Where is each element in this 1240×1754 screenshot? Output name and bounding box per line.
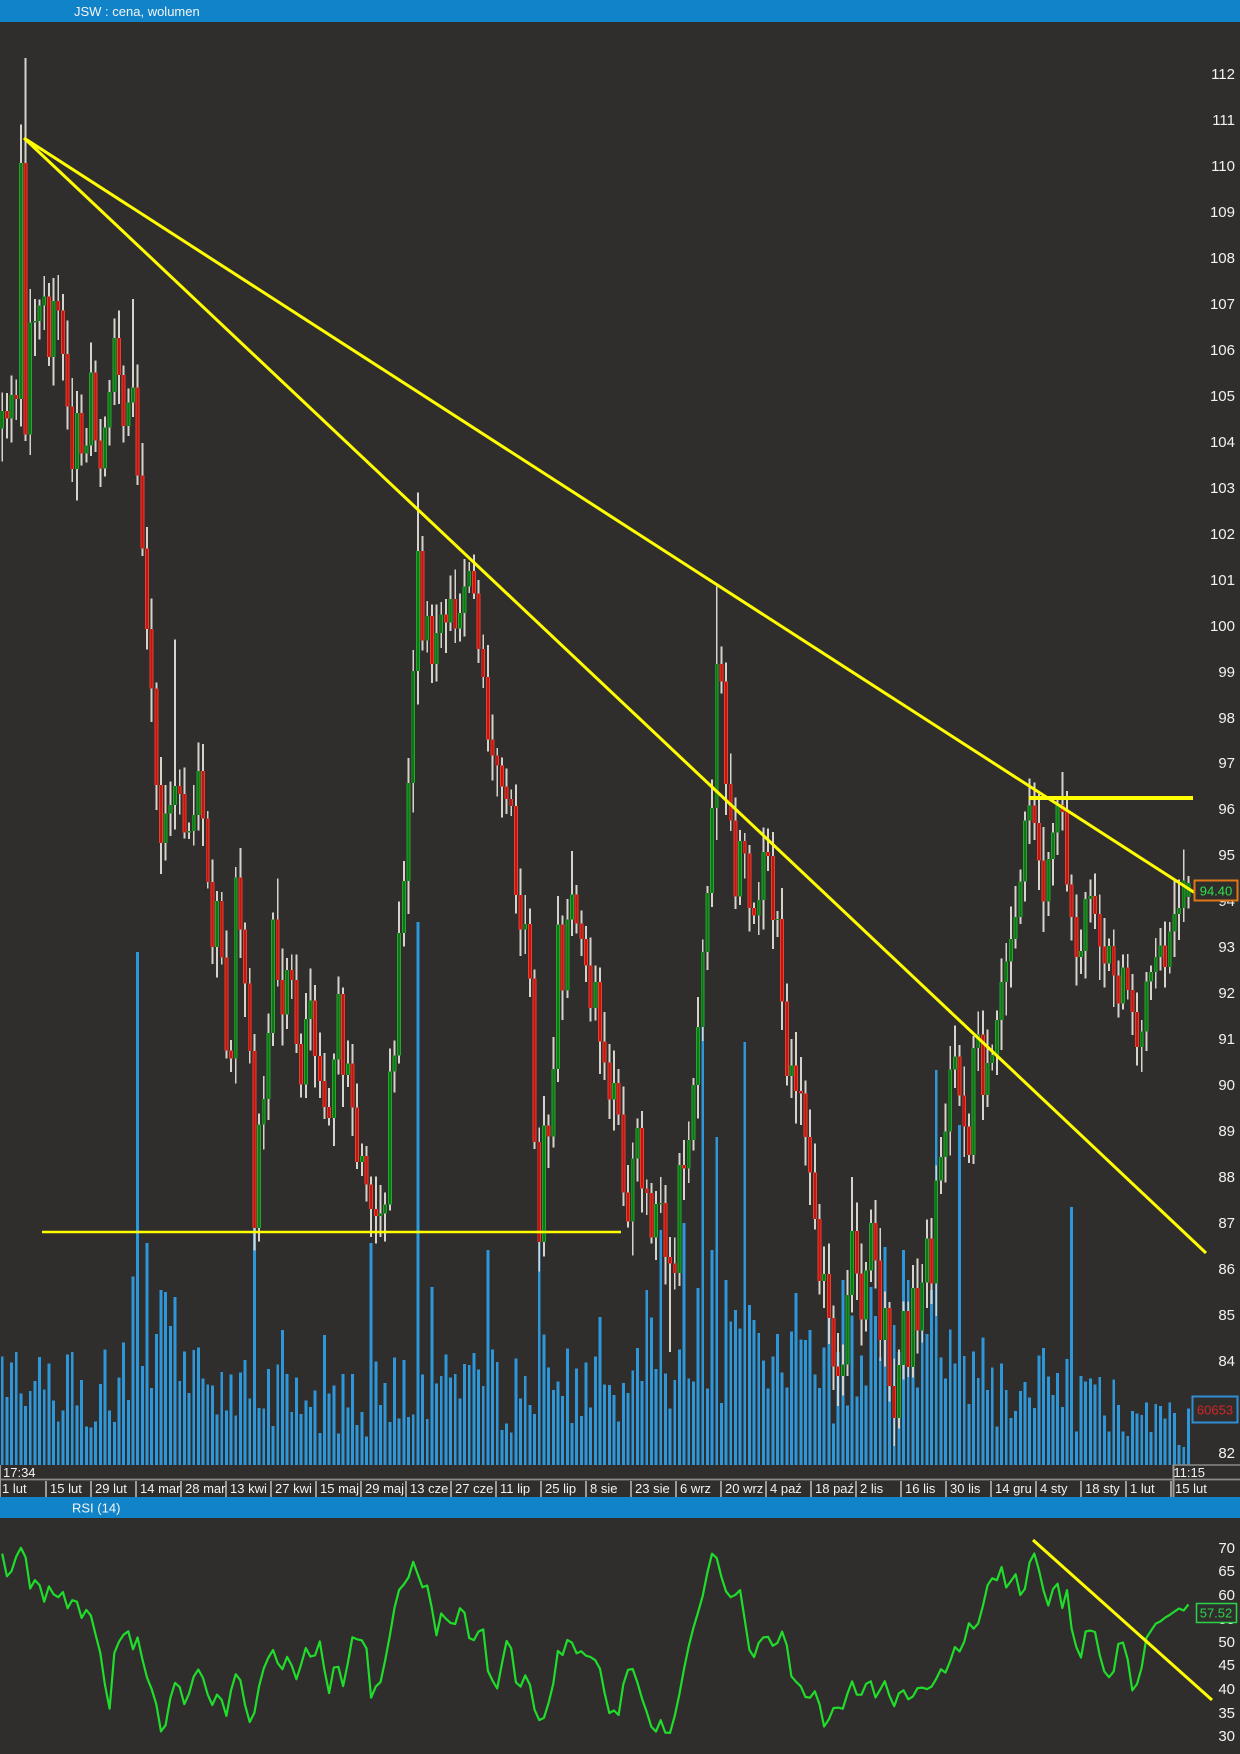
svg-text:57.52: 57.52	[1200, 1606, 1233, 1621]
svg-text:25 lip: 25 lip	[545, 1481, 576, 1496]
svg-text:50: 50	[1218, 1634, 1235, 1651]
svg-text:96: 96	[1218, 801, 1235, 818]
svg-text:11 lip: 11 lip	[500, 1481, 530, 1496]
svg-text:60653: 60653	[1197, 1403, 1233, 1418]
svg-text:98: 98	[1218, 710, 1235, 727]
svg-text:97: 97	[1218, 755, 1235, 772]
svg-text:28 mar: 28 mar	[185, 1481, 226, 1496]
svg-text:1 lut: 1 lut	[1130, 1481, 1155, 1496]
svg-text:60: 60	[1218, 1587, 1235, 1604]
svg-text:6 wrz: 6 wrz	[680, 1481, 711, 1496]
svg-text:40: 40	[1218, 1681, 1235, 1698]
svg-text:2 lis: 2 lis	[860, 1481, 884, 1496]
svg-text:93: 93	[1218, 939, 1235, 956]
svg-text:95: 95	[1218, 847, 1235, 864]
svg-text:18 paź: 18 paź	[815, 1481, 854, 1496]
svg-text:27 kwi: 27 kwi	[275, 1481, 312, 1496]
svg-text:15 maj: 15 maj	[320, 1481, 359, 1496]
svg-text:4 paź: 4 paź	[770, 1481, 802, 1496]
svg-text:108: 108	[1210, 250, 1235, 267]
svg-text:89: 89	[1218, 1123, 1235, 1140]
svg-text:111: 111	[1212, 112, 1235, 129]
svg-text:45: 45	[1218, 1657, 1235, 1674]
svg-text:92: 92	[1218, 985, 1235, 1002]
svg-text:65: 65	[1218, 1563, 1235, 1580]
svg-text:107: 107	[1210, 296, 1235, 313]
svg-text:103: 103	[1210, 480, 1235, 497]
svg-text:30 lis: 30 lis	[950, 1481, 981, 1496]
svg-text:86: 86	[1218, 1261, 1235, 1278]
svg-text:14 mar: 14 mar	[140, 1481, 181, 1496]
svg-text:23 sie: 23 sie	[635, 1481, 670, 1496]
svg-text:94.40: 94.40	[1200, 884, 1233, 899]
svg-text:105: 105	[1210, 388, 1235, 405]
svg-text:102: 102	[1210, 526, 1235, 543]
svg-text:1 lut: 1 lut	[2, 1481, 27, 1496]
svg-text:20 wrz: 20 wrz	[725, 1481, 763, 1496]
svg-text:104: 104	[1210, 434, 1235, 451]
svg-text:90: 90	[1218, 1077, 1235, 1094]
svg-text:15 lut: 15 lut	[50, 1481, 82, 1496]
svg-text:16 lis: 16 lis	[905, 1481, 936, 1496]
svg-text:RSI (14): RSI (14)	[72, 1501, 120, 1516]
svg-text:11:15: 11:15	[1173, 1465, 1205, 1480]
svg-text:106: 106	[1210, 342, 1235, 359]
svg-text:82: 82	[1218, 1445, 1235, 1462]
svg-text:4 sty: 4 sty	[1040, 1481, 1068, 1496]
svg-text:17:34: 17:34	[3, 1465, 36, 1480]
svg-text:88: 88	[1218, 1169, 1235, 1186]
svg-text:70: 70	[1218, 1540, 1235, 1557]
svg-text:110: 110	[1211, 158, 1235, 175]
svg-text:112: 112	[1211, 66, 1235, 83]
svg-text:85: 85	[1218, 1307, 1235, 1324]
svg-text:18 sty: 18 sty	[1085, 1481, 1120, 1496]
svg-text:101: 101	[1210, 572, 1235, 589]
svg-text:100: 100	[1210, 618, 1235, 635]
svg-text:29 lut: 29 lut	[95, 1481, 127, 1496]
svg-text:30: 30	[1218, 1728, 1235, 1745]
svg-text:14 gru: 14 gru	[995, 1481, 1032, 1496]
svg-text:15 lut: 15 lut	[1175, 1481, 1207, 1496]
svg-text:8 sie: 8 sie	[590, 1481, 617, 1496]
svg-text:87: 87	[1218, 1215, 1235, 1232]
svg-text:99: 99	[1218, 664, 1235, 681]
svg-text:84: 84	[1218, 1353, 1235, 1370]
svg-text:109: 109	[1210, 204, 1235, 221]
svg-text:27 cze: 27 cze	[455, 1481, 493, 1496]
svg-text:13 cze: 13 cze	[410, 1481, 448, 1496]
svg-text:35: 35	[1218, 1705, 1235, 1722]
svg-text:13 kwi: 13 kwi	[230, 1481, 267, 1496]
svg-text:29 maj: 29 maj	[365, 1481, 404, 1496]
svg-text:91: 91	[1218, 1031, 1235, 1048]
svg-text:JSW : cena, wolumen: JSW : cena, wolumen	[74, 4, 200, 19]
